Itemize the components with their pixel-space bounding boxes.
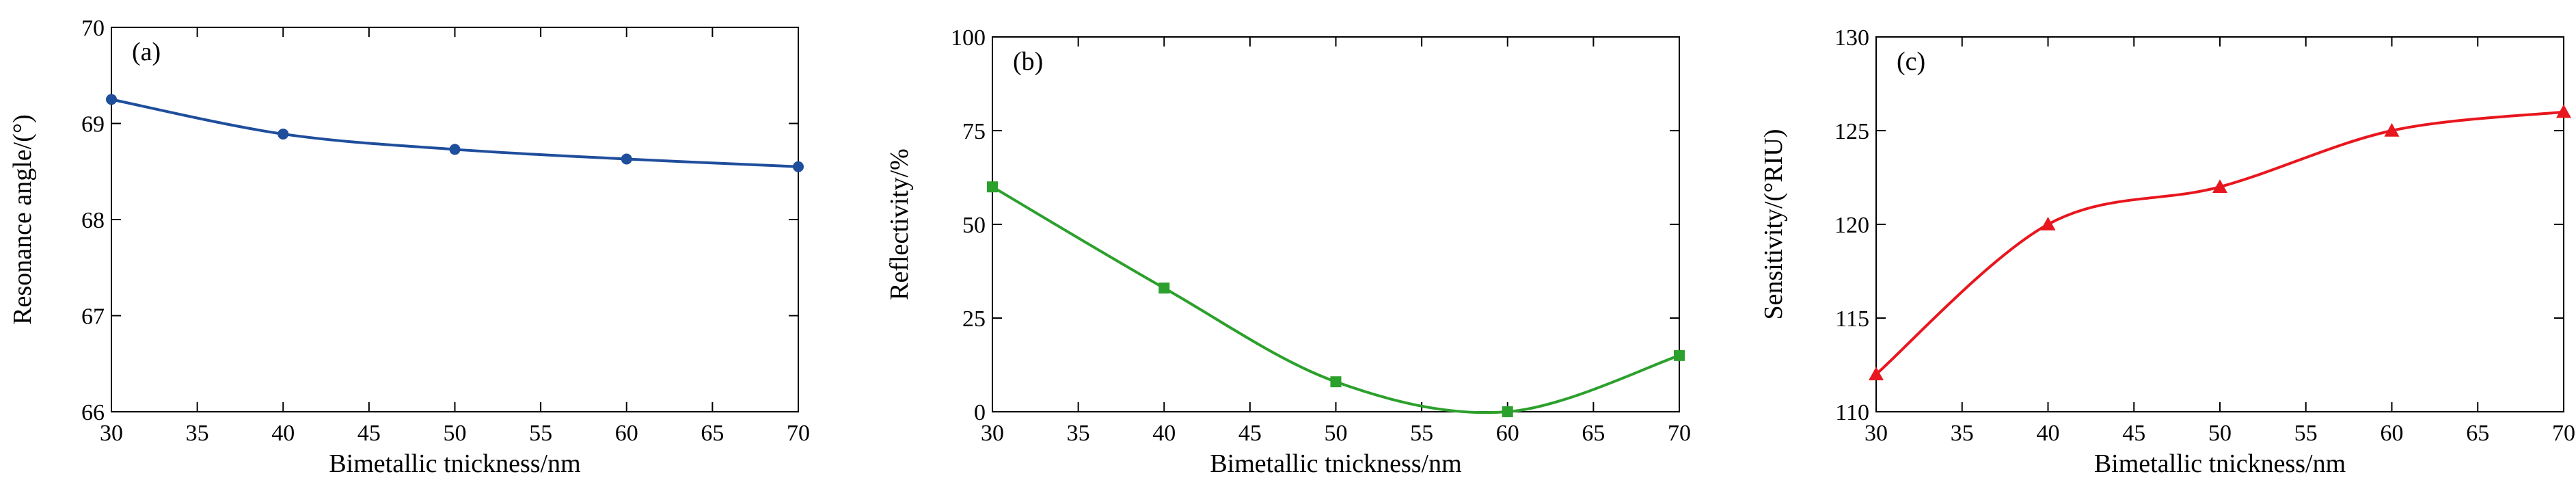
data-point <box>1330 376 1342 388</box>
x-axis-label: Bimetallic tnickness/nm <box>329 449 580 478</box>
x-tick-label: 55 <box>529 421 552 446</box>
data-point <box>2556 104 2571 118</box>
x-tick-label: 55 <box>1410 421 1433 446</box>
data-point <box>449 144 461 155</box>
series-line <box>111 98 799 168</box>
x-axis-label: Bimetallic tnickness/nm <box>2094 449 2346 478</box>
y-axis-label: Reflectivity/% <box>885 148 914 300</box>
x-tick-label: 60 <box>615 421 638 446</box>
y-tick-label: 69 <box>81 112 105 137</box>
y-tick-label: 67 <box>81 304 105 330</box>
series-line <box>1875 110 2564 376</box>
plot-frame <box>111 27 799 412</box>
x-tick-label: 70 <box>1668 421 1691 446</box>
y-tick-label: 110 <box>1835 400 1869 425</box>
x-tick-label: 35 <box>1951 421 1974 446</box>
x-tick-label: 35 <box>186 421 209 446</box>
data-point <box>1158 282 1170 294</box>
data-point <box>1502 406 1513 417</box>
data-point <box>2040 217 2056 231</box>
y-tick-label: 66 <box>81 400 105 425</box>
plot-frame <box>1875 36 2564 412</box>
y-tick-label: 130 <box>1834 25 1869 51</box>
panel-label: (a) <box>132 38 161 66</box>
x-tick-label: 35 <box>1067 421 1090 446</box>
y-tick-label: 0 <box>974 400 986 425</box>
y-tick-label: 68 <box>81 208 105 233</box>
x-axis-label: Bimetallic tnickness/nm <box>1210 449 1461 478</box>
y-tick-label: 50 <box>962 213 986 238</box>
x-tick-label: 45 <box>357 421 381 446</box>
data-point <box>987 181 998 193</box>
x-tick-label: 50 <box>1325 421 1348 446</box>
data-point <box>2384 123 2400 137</box>
data-point <box>277 128 289 140</box>
x-tick-label: 30 <box>981 421 1004 446</box>
x-tick-label: 65 <box>1582 421 1605 446</box>
panel-b: 30 35 40 45 50 55 60 65 70 0 25 50 75 100 Bimetallic t… <box>885 25 1691 478</box>
panel-label: (b) <box>1013 47 1043 76</box>
plot-frame <box>992 36 1680 412</box>
x-tick-label: 40 <box>2037 421 2060 446</box>
y-tick-label: 100 <box>951 25 986 51</box>
y-axis-label: Resonance angle/(°) <box>8 114 37 324</box>
y-axis-label: Sensitivity/(°RIU) <box>1759 129 1788 319</box>
data-point <box>793 161 804 172</box>
x-tick-label: 40 <box>1152 421 1176 446</box>
x-tick-label: 60 <box>2381 421 2404 446</box>
x-tick-label: 55 <box>2294 421 2318 446</box>
data-point <box>1674 350 1685 361</box>
y-tick-label: 125 <box>1834 119 1869 144</box>
y-tick-label: 120 <box>1834 213 1869 238</box>
y-tick-label: 115 <box>1835 306 1869 332</box>
x-tick-label: 30 <box>1865 421 1888 446</box>
x-tick-label: 45 <box>1238 421 1262 446</box>
x-tick-label: 40 <box>271 421 295 446</box>
data-point <box>1869 367 1884 380</box>
y-tick-label: 70 <box>81 16 105 41</box>
panel-c: 30 35 40 45 50 55 60 65 70 110 115 120 125 130 Bimetal… <box>1759 25 2575 478</box>
x-tick-label: 45 <box>2122 421 2145 446</box>
data-point <box>2212 179 2227 193</box>
x-tick-label: 70 <box>787 421 810 446</box>
x-tick-label: 60 <box>1496 421 1519 446</box>
y-tick-label: 25 <box>962 306 986 332</box>
x-tick-label: 65 <box>2466 421 2489 446</box>
data-point <box>621 153 632 165</box>
x-tick-label: 70 <box>2552 421 2575 446</box>
x-tick-label: 30 <box>100 421 123 446</box>
data-point <box>106 94 117 105</box>
x-tick-label: 50 <box>444 421 467 446</box>
panel-a: 30 35 40 45 50 55 60 65 70 66 67 68 69 70 Bimetallic t… <box>8 16 810 478</box>
x-tick-label: 50 <box>2208 421 2232 446</box>
x-tick-label: 65 <box>701 421 724 446</box>
panel-label: (c) <box>1897 47 1925 76</box>
y-tick-label: 75 <box>962 119 986 144</box>
